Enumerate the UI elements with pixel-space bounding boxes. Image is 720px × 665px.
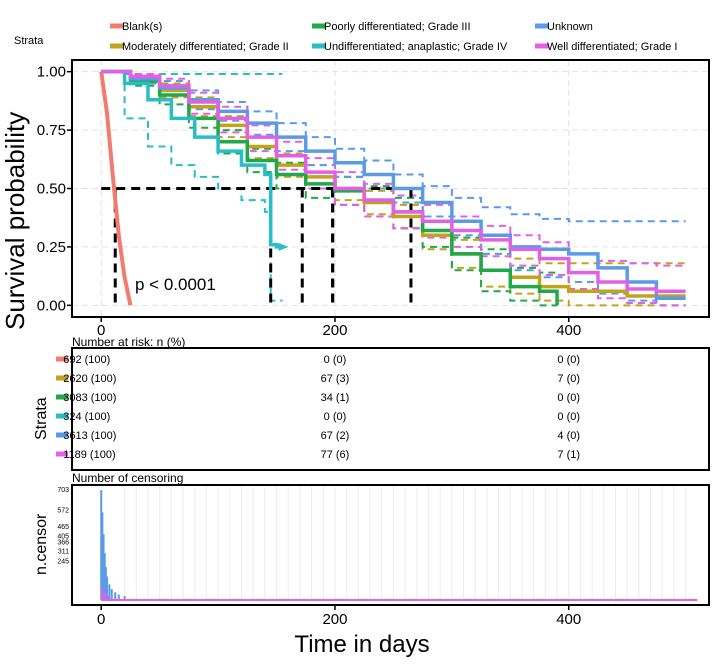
bottom-x-ticks: 0 200 400 [97,605,581,628]
risk-cell-0-1: 0 (0) [324,354,347,366]
y-axis-ticks: 0.00 0.25 0.50 0.75 1.00 [37,64,72,314]
legend-label-1: Moderately differentiated; Grade II [122,41,289,53]
legend-label-4: Unknown [547,21,593,33]
y-tick-label-4: 1.00 [37,64,66,81]
risk-cell-2-2: 0 (0) [557,392,580,404]
censor-y-tick-2: 465 [57,524,69,531]
risk-table-title: Number at risk: n (%) [72,335,185,349]
legend-label-2: Poorly differentiated; Grade III [324,21,471,33]
x-tick-label-2: 400 [556,322,581,339]
risk-cell-3-0: 324 (100) [63,411,110,423]
censor-y-tick-4: 366 [57,540,69,547]
y-tick-label-1: 0.25 [37,239,66,256]
risk-cell-5-1: 77 (6) [321,449,350,461]
legend-label-3: Undifferentiated; anaplastic; Grade IV [324,41,508,53]
curve-0 [99,71,133,306]
x-tick-label-1: 200 [322,322,347,339]
censor-y-tick-6: 245 [57,559,69,566]
curve-4 [101,69,686,301]
curve-5 [101,69,686,294]
survival-curves [99,69,686,306]
censor-y-tick-1: 572 [57,507,69,514]
risk-cell-4-2: 4 (0) [557,430,580,442]
x-axis-title: Time in days [294,631,429,658]
curve-3 [101,69,283,249]
bottom-x-tick-label-1: 200 [322,611,347,628]
censor-spikes [100,490,698,601]
censor-plot-border [71,484,710,606]
bottom-x-tick-label-0: 0 [97,611,105,628]
survival-plot-panel: 0.000.250.500.751.00 0 200 400 p < 0.0001 … [0,59,710,339]
risk-table-rows: 692 (100) 0 (0) 0 (0) 2620 (100) 67 (3) 7 (0)… [56,354,580,461]
risk-cell-1-1: 67 (3) [321,373,350,385]
x-axis-ticks: 0 200 400 [97,317,581,339]
ci-lower-3 [101,70,283,302]
risk-cell-2-0: 3083 (100) [63,392,116,404]
risk-cell-3-2: 0 (0) [557,411,580,423]
censor-y-title: n.censor [33,513,50,575]
legend-title: Strata [14,35,44,47]
risk-table-border [71,347,710,471]
y-tick-label-0: 0.00 [37,297,66,314]
risk-cell-0-0: 692 (100) [63,354,110,366]
censor-plot-title: Number of censoring [72,471,183,485]
y-axis-title: Survival probability [0,112,30,330]
ci-upper-4 [101,70,686,223]
censor-y-tick-3: 405 [57,534,69,541]
bottom-x-tick-label-2: 400 [556,611,581,628]
x-tick-label-0: 0 [97,322,105,339]
risk-cell-5-2: 7 (1) [557,449,580,461]
risk-cell-5-0: 1189 (100) [63,449,115,461]
y-tick-label-3: 0.75 [37,122,66,139]
risk-cell-4-0: 3613 (100) [63,430,116,442]
legend: Strata Blank(s) Moderately differentiated… [14,21,677,53]
p-value-label: p < 0.0001 [135,275,216,294]
legend-label-0: Blank(s) [122,21,162,33]
risk-cell-0-2: 0 (0) [557,354,580,366]
censor-y-tick-0: 703 [57,487,69,494]
risk-table-y-title: Strata [33,397,50,440]
ci-lower-5 [101,70,686,307]
y-tick-label-2: 0.50 [37,181,66,198]
risk-cell-3-1: 0 (0) [324,411,347,423]
legend-label-5: Well differentiated; Grade I [547,41,677,53]
risk-cell-1-0: 2620 (100) [63,373,116,385]
censor-y-tick-5: 311 [58,548,69,555]
risk-cell-4-1: 67 (2) [321,430,350,442]
risk-table-panel: Number at risk: n (%) Strata 692 (100) 0 … [33,335,710,471]
censor-grid [124,487,687,603]
risk-cell-2-1: 34 (1) [321,392,350,404]
risk-cell-1-2: 7 (0) [557,373,580,385]
curve-3-end-marker [278,242,289,251]
